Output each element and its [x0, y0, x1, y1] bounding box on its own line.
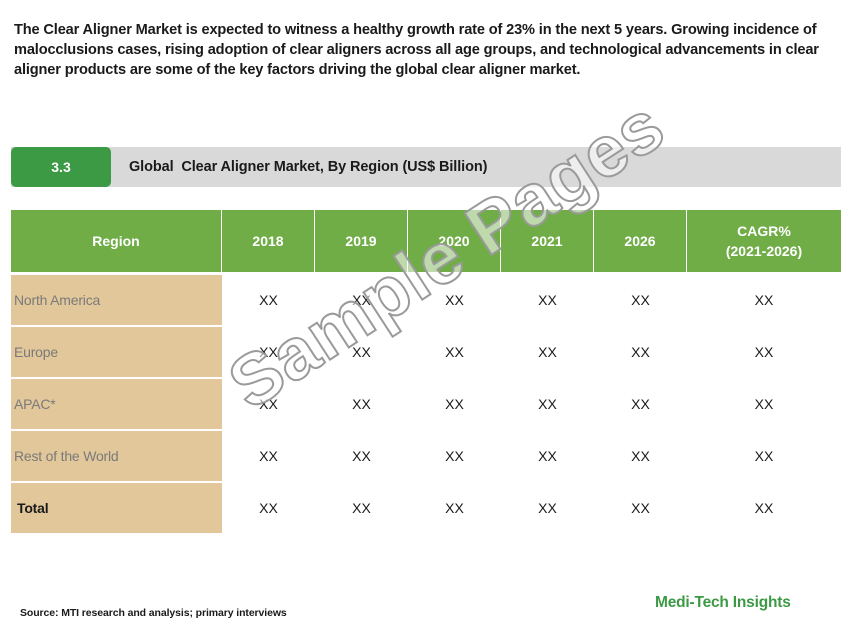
value-cell: XX: [222, 327, 315, 379]
value-cell: XX: [408, 483, 501, 535]
value-cell: XX: [501, 431, 594, 483]
table-header-row: Region 2018 2019 2020 2021 2026 CAGR% (20…: [11, 210, 841, 275]
value-cell: XX: [594, 483, 687, 535]
value-cell: XX: [222, 483, 315, 535]
value-cell: XX: [594, 327, 687, 379]
header-cagr-label: CAGR%: [737, 223, 791, 239]
table-row: APAC* XX XX XX XX XX XX: [11, 379, 841, 431]
header-2018: 2018: [222, 210, 315, 275]
value-cell: XX: [687, 431, 841, 483]
market-by-region-table: Region 2018 2019 2020 2021 2026 CAGR% (20…: [11, 210, 841, 535]
header-cagr-period: (2021-2026): [725, 243, 803, 259]
value-cell: XX: [594, 431, 687, 483]
value-cell: XX: [315, 327, 408, 379]
section-number-badge: 3.3: [11, 147, 111, 187]
table-row: North America XX XX XX XX XX XX: [11, 275, 841, 327]
source-note: Source: MTI research and analysis; prima…: [20, 607, 287, 619]
value-cell: XX: [501, 275, 594, 327]
value-cell: XX: [687, 379, 841, 431]
value-cell: XX: [408, 379, 501, 431]
value-cell: XX: [687, 483, 841, 535]
region-cell: Total: [11, 483, 222, 535]
value-cell: XX: [315, 431, 408, 483]
value-cell: XX: [315, 275, 408, 327]
header-region: Region: [11, 210, 222, 275]
region-cell: North America: [11, 275, 222, 327]
region-cell: Rest of the World: [11, 431, 222, 483]
intro-paragraph: The Clear Aligner Market is expected to …: [14, 22, 819, 78]
value-cell: XX: [594, 275, 687, 327]
section-header-bar: 3.3 Global Clear Aligner Market, By Regi…: [11, 147, 841, 187]
header-2026: 2026: [594, 210, 687, 275]
header-2021: 2021: [501, 210, 594, 275]
value-cell: XX: [315, 379, 408, 431]
section-title: Global Clear Aligner Market, By Region (…: [129, 159, 488, 175]
brand-logo-text: Medi-Tech Insights: [655, 594, 791, 611]
header-cagr: CAGR% (2021-2026): [687, 210, 841, 275]
header-2020: 2020: [408, 210, 501, 275]
value-cell: XX: [501, 379, 594, 431]
region-cell: APAC*: [11, 379, 222, 431]
value-cell: XX: [222, 431, 315, 483]
value-cell: XX: [315, 483, 408, 535]
value-cell: XX: [687, 275, 841, 327]
value-cell: XX: [222, 379, 315, 431]
table-row: Europe XX XX XX XX XX XX: [11, 327, 841, 379]
value-cell: XX: [408, 327, 501, 379]
header-2019: 2019: [315, 210, 408, 275]
value-cell: XX: [408, 275, 501, 327]
region-cell: Europe: [11, 327, 222, 379]
value-cell: XX: [501, 327, 594, 379]
value-cell: XX: [408, 431, 501, 483]
value-cell: XX: [501, 483, 594, 535]
table-row: Rest of the World XX XX XX XX XX XX: [11, 431, 841, 483]
value-cell: XX: [222, 275, 315, 327]
value-cell: XX: [594, 379, 687, 431]
table-row: Total XX XX XX XX XX XX: [11, 483, 841, 535]
value-cell: XX: [687, 327, 841, 379]
